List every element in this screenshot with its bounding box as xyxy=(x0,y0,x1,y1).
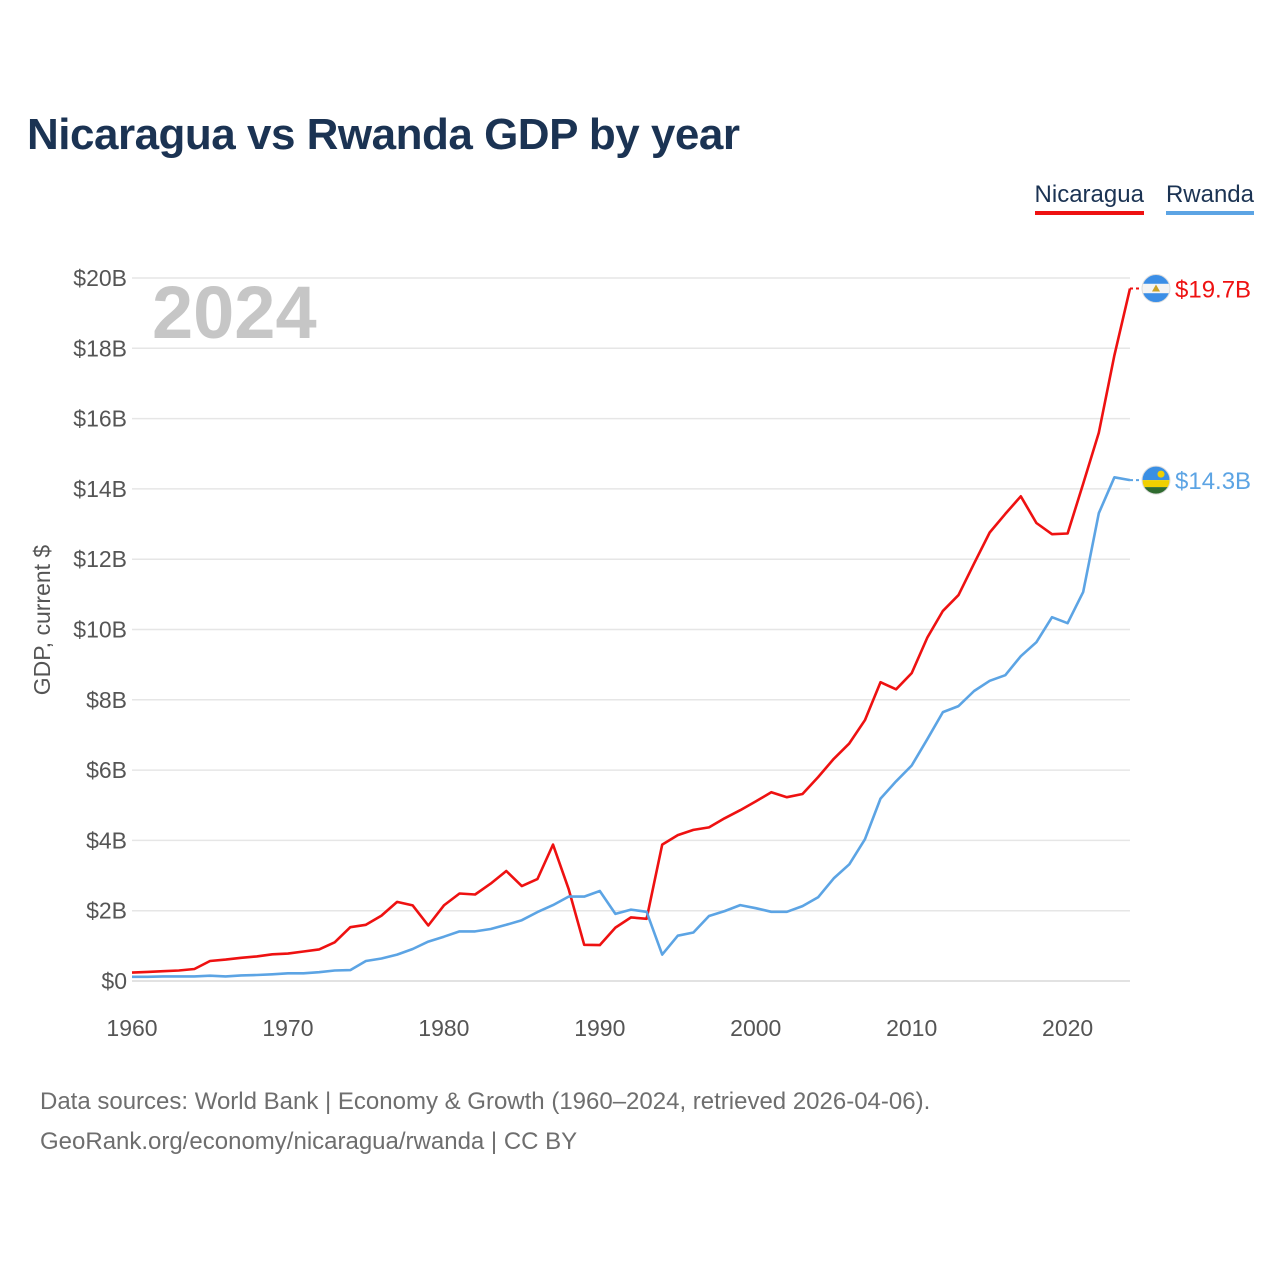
end-markers: $19.7B $14.3B xyxy=(1130,274,1251,495)
y-tick-label: $20B xyxy=(73,265,127,291)
y-tick-label: $18B xyxy=(73,335,127,361)
y-axis-label: GDP, current $ xyxy=(29,545,55,696)
y-tick-label: $14B xyxy=(73,476,127,502)
y-tick-label: $6B xyxy=(86,757,127,783)
x-tick-label: 1990 xyxy=(574,1015,625,1041)
x-tick-label: 1960 xyxy=(106,1015,157,1041)
rwanda-flag-icon xyxy=(1141,465,1171,495)
x-tick-label: 2020 xyxy=(1042,1015,1093,1041)
y-tick-label: $10B xyxy=(73,617,127,643)
x-tick-label: 1970 xyxy=(262,1015,313,1041)
x-tick-label: 2010 xyxy=(886,1015,937,1041)
y-tick-label: $0 xyxy=(101,968,127,994)
legend-item-nicaragua[interactable]: Nicaragua xyxy=(1034,181,1144,215)
grid-lines xyxy=(132,277,1130,982)
legend-item-rwanda[interactable]: Rwanda xyxy=(1165,181,1254,215)
footer-url[interactable]: GeoRank.org/economy/nicaragua/rwanda | C… xyxy=(40,1128,578,1155)
series-line-nicaragua xyxy=(131,288,1132,974)
chart-title: Nicaragua vs Rwanda GDP by year xyxy=(27,110,740,159)
y-axis-ticks: $0 $2B $4B $6B $8B $10B $12B $14B $16B $18B $20B xyxy=(73,265,127,994)
x-tick-label: 2000 xyxy=(730,1015,781,1041)
y-tick-label: $16B xyxy=(73,406,127,432)
chart-plot: $0 $2B $4B $6B $8B $10B $12B $14B $16B $18B $20B 1… xyxy=(29,265,1251,1041)
nicaragua-flag-icon xyxy=(1141,274,1171,304)
year-watermark: 2024 xyxy=(152,271,317,354)
y-tick-label: $8B xyxy=(86,687,127,713)
y-tick-label: $4B xyxy=(86,827,127,853)
series-lines xyxy=(131,288,1132,979)
footer-sources: Data sources: World Bank | Economy & Gro… xyxy=(40,1088,931,1115)
x-tick-label: 1980 xyxy=(418,1015,469,1041)
footer: Data sources: World Bank | Economy & Gro… xyxy=(40,1082,930,1162)
y-tick-label: $12B xyxy=(73,546,127,572)
end-value-label-nicaragua: $19.7B xyxy=(1175,277,1251,304)
y-tick-label: $2B xyxy=(86,898,127,924)
series-line-rwanda xyxy=(132,475,1131,979)
end-value-label-rwanda: $14.3B xyxy=(1175,468,1251,495)
legend: Nicaragua Rwanda xyxy=(1034,181,1254,215)
x-axis-ticks: 1960 1970 1980 1990 2000 2010 2020 xyxy=(106,1015,1093,1041)
